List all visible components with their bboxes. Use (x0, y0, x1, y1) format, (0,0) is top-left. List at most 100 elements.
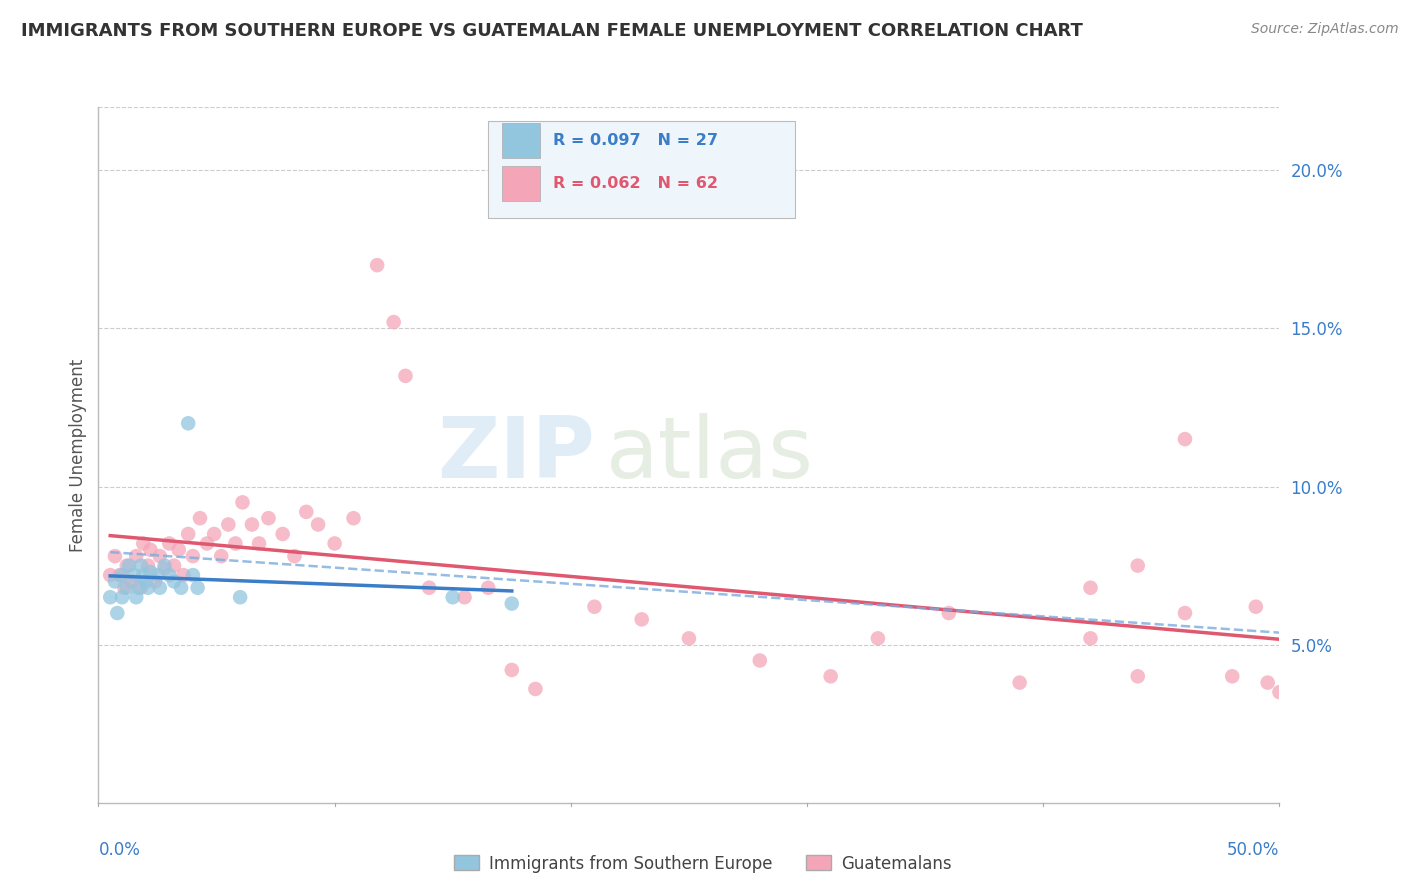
Point (111, 591, 134, 605)
Point (149, 581, 172, 595)
Point (105, 606, 128, 620)
Point (187, 581, 209, 595)
Point (135, 574, 157, 589)
Point (153, 558, 176, 573)
Point (125, 549, 148, 563)
Point (153, 562, 176, 576)
Point (247, 536, 270, 550)
Point (181, 549, 204, 563)
Point (139, 565, 162, 579)
Point (366, 258, 388, 272)
Point (157, 536, 180, 550)
Point (202, 527, 225, 541)
Point (1220, 669, 1243, 683)
Point (1268, 685, 1291, 699)
Point (1174, 432, 1197, 446)
Point (115, 558, 138, 573)
Text: R = 0.097   N = 27: R = 0.097 N = 27 (553, 133, 718, 148)
Point (132, 536, 155, 550)
FancyBboxPatch shape (502, 166, 540, 201)
Point (1257, 675, 1279, 690)
Point (195, 536, 218, 550)
Point (418, 581, 440, 595)
Point (139, 542, 162, 557)
Point (583, 599, 606, 614)
Point (128, 581, 150, 595)
Point (271, 527, 294, 541)
Point (104, 549, 127, 563)
Y-axis label: Female Unemployment: Female Unemployment (69, 359, 87, 551)
Point (477, 581, 499, 595)
Point (283, 549, 305, 563)
Point (1080, 632, 1102, 646)
Point (231, 495, 253, 509)
Point (394, 368, 416, 383)
Point (1126, 669, 1149, 683)
Point (938, 606, 960, 620)
Point (121, 574, 143, 589)
Point (257, 511, 280, 525)
Point (501, 663, 523, 677)
Point (181, 568, 204, 582)
Point (163, 558, 186, 573)
Point (342, 511, 364, 525)
Point (453, 591, 475, 605)
Point (382, 315, 405, 329)
Point (115, 581, 138, 595)
Point (104, 574, 127, 589)
Point (630, 612, 652, 626)
Point (122, 568, 145, 582)
Point (129, 558, 152, 573)
Point (501, 597, 523, 611)
Point (125, 591, 148, 605)
Point (866, 632, 889, 646)
Point (524, 681, 547, 696)
Point (98, 591, 121, 605)
Point (157, 568, 180, 582)
Text: 50.0%: 50.0% (1227, 841, 1279, 859)
Point (177, 527, 200, 541)
Point (98, 568, 121, 582)
Point (149, 549, 172, 563)
Point (112, 581, 135, 595)
Text: ZIP: ZIP (437, 413, 595, 497)
Text: IMMIGRANTS FROM SOUTHERN EUROPE VS GUATEMALAN FEMALE UNEMPLOYMENT CORRELATION CH: IMMIGRANTS FROM SOUTHERN EUROPE VS GUATE… (21, 22, 1083, 40)
Point (177, 417, 200, 431)
Point (143, 574, 166, 589)
Point (678, 632, 700, 646)
Text: 0.0%: 0.0% (98, 841, 141, 859)
Point (748, 653, 770, 667)
Text: R = 0.062   N = 62: R = 0.062 N = 62 (553, 176, 718, 191)
Point (136, 558, 159, 573)
Point (1126, 558, 1149, 573)
Point (240, 517, 263, 532)
Point (167, 542, 190, 557)
Point (136, 581, 159, 595)
FancyBboxPatch shape (488, 121, 796, 219)
Point (820, 669, 842, 683)
Point (295, 505, 318, 519)
Point (307, 517, 329, 532)
Point (224, 536, 246, 550)
Point (146, 568, 169, 582)
Point (229, 591, 252, 605)
Point (108, 568, 131, 582)
Text: Source: ZipAtlas.com: Source: ZipAtlas.com (1251, 22, 1399, 37)
Point (172, 568, 194, 582)
Text: atlas: atlas (606, 413, 814, 497)
Point (163, 574, 186, 589)
Point (111, 568, 134, 582)
Point (129, 581, 152, 595)
Point (323, 536, 346, 550)
Point (1080, 581, 1102, 595)
Point (1244, 599, 1267, 614)
Point (118, 558, 141, 573)
FancyBboxPatch shape (502, 123, 540, 158)
Legend: Immigrants from Southern Europe, Guatemalans: Immigrants from Southern Europe, Guatema… (447, 848, 959, 880)
Point (170, 581, 193, 595)
Point (1174, 606, 1197, 620)
Point (217, 517, 239, 532)
Point (188, 511, 211, 525)
Point (209, 549, 232, 563)
Point (441, 591, 464, 605)
